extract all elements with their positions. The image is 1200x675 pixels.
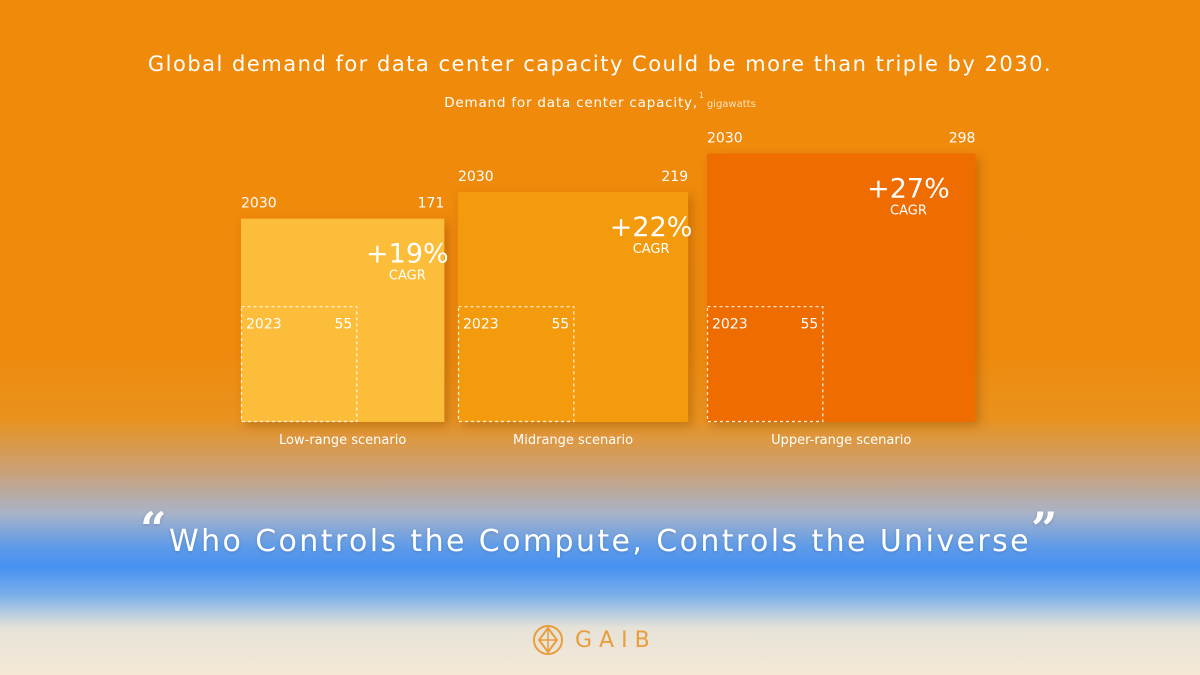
data-label-2030: 171 [418, 196, 445, 212]
bar-2023 [706, 306, 824, 423]
quote-text: Who Controls the Compute, Controls the U… [169, 524, 1031, 559]
bar-2023 [240, 306, 358, 423]
subtitle-footnote: 1 [698, 91, 705, 100]
cagr-value: +22% [610, 212, 693, 243]
subtitle-unit: gigawatts [706, 99, 756, 110]
category-label: Midrange scenario [513, 433, 633, 448]
year-label-2023: 2023 [463, 317, 499, 333]
bar-2030 [241, 218, 445, 422]
year-label-2023: 2023 [712, 317, 748, 333]
cagr-value: +27% [867, 174, 950, 205]
cagr-value: +19% [366, 239, 449, 270]
cagr-caption: CAGR [890, 204, 927, 219]
cagr-caption: CAGR [389, 269, 426, 284]
category-label: Low-range scenario [279, 433, 406, 448]
year-label-2030: 2030 [707, 131, 743, 147]
year-label-2023: 2023 [246, 317, 282, 333]
brand-name: GAIB [575, 627, 657, 653]
chart-title: Global demand for data center capacity C… [147, 52, 1053, 76]
brand-footer: GAIB [531, 622, 657, 658]
gaib-logo-icon [533, 625, 563, 655]
category-label: Upper-range scenario [771, 433, 911, 448]
data-label-2030: 298 [949, 131, 976, 147]
year-label-2030: 2030 [458, 169, 494, 185]
data-label-2023: 55 [551, 317, 569, 333]
data-label-2030: 219 [661, 169, 688, 185]
data-label-2023: 55 [334, 317, 352, 333]
quote-open-mark: “ [140, 502, 170, 556]
chart-subtitle: Demand for data center capacity,1gigawat… [0, 91, 1200, 111]
year-label-2030: 2030 [241, 196, 277, 212]
bar-2030 [707, 153, 976, 423]
subtitle-text: Demand for data center capacity, [444, 95, 698, 111]
quote-banner: “Who Controls the Compute, Controls the … [0, 506, 1200, 559]
quote-close-mark: ” [1030, 502, 1060, 556]
cagr-caption: CAGR [633, 242, 670, 257]
bar-2023 [457, 306, 575, 423]
data-label-2023: 55 [800, 317, 818, 333]
